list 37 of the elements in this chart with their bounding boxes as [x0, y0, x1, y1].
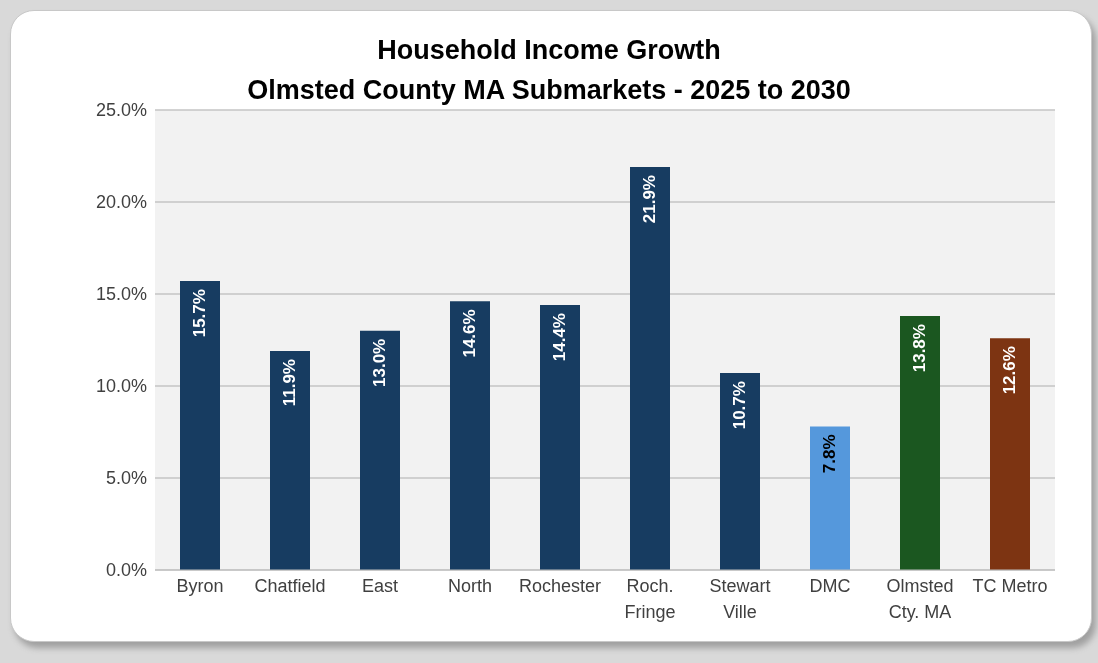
data-label: 13.0%	[370, 338, 390, 387]
bar	[540, 305, 580, 570]
data-label: 12.6%	[1000, 346, 1020, 395]
data-label: 10.7%	[730, 381, 750, 430]
y-tick-label: 25.0%	[95, 100, 147, 121]
x-tick-label: East	[361, 576, 399, 596]
y-tick-label: 5.0%	[105, 468, 147, 489]
x-tick-label: Olmsted Cty. MA	[886, 576, 954, 622]
data-label: 7.8%	[820, 434, 840, 474]
y-tick-label: 15.0%	[95, 284, 147, 305]
x-tick-label: Stewart Ville	[709, 576, 771, 622]
data-label: 21.9%	[640, 175, 660, 224]
y-tick-label: 10.0%	[95, 376, 147, 397]
y-tick-label: 0.0%	[105, 560, 147, 581]
chart-title: Household Income Growth Olmsted County MA Submarkets - 2025 to 2030	[246, 34, 852, 105]
data-label: 14.6%	[460, 309, 480, 358]
x-tick-label: Roch. Fringe	[624, 576, 676, 622]
x-tick-label: Chatfield	[254, 576, 326, 596]
data-label: 13.8%	[910, 324, 930, 373]
y-tick-label: 20.0%	[95, 192, 147, 213]
data-label: 14.4%	[550, 313, 570, 362]
bar	[990, 338, 1030, 570]
x-tick-label: Rochester	[518, 576, 602, 596]
bar	[900, 316, 940, 570]
bar	[630, 167, 670, 570]
bar	[180, 281, 220, 570]
data-label: 15.7%	[190, 289, 210, 338]
bar	[720, 373, 760, 570]
bar	[270, 351, 310, 570]
x-tick-label: Byron	[176, 576, 224, 596]
bar	[450, 301, 490, 570]
x-tick-label: TC Metro	[972, 576, 1048, 596]
bar	[810, 426, 850, 570]
data-label: 11.9%	[280, 359, 300, 407]
x-tick-label: North	[447, 576, 493, 596]
x-tick-label: DMC	[809, 576, 851, 596]
bar	[360, 330, 400, 570]
